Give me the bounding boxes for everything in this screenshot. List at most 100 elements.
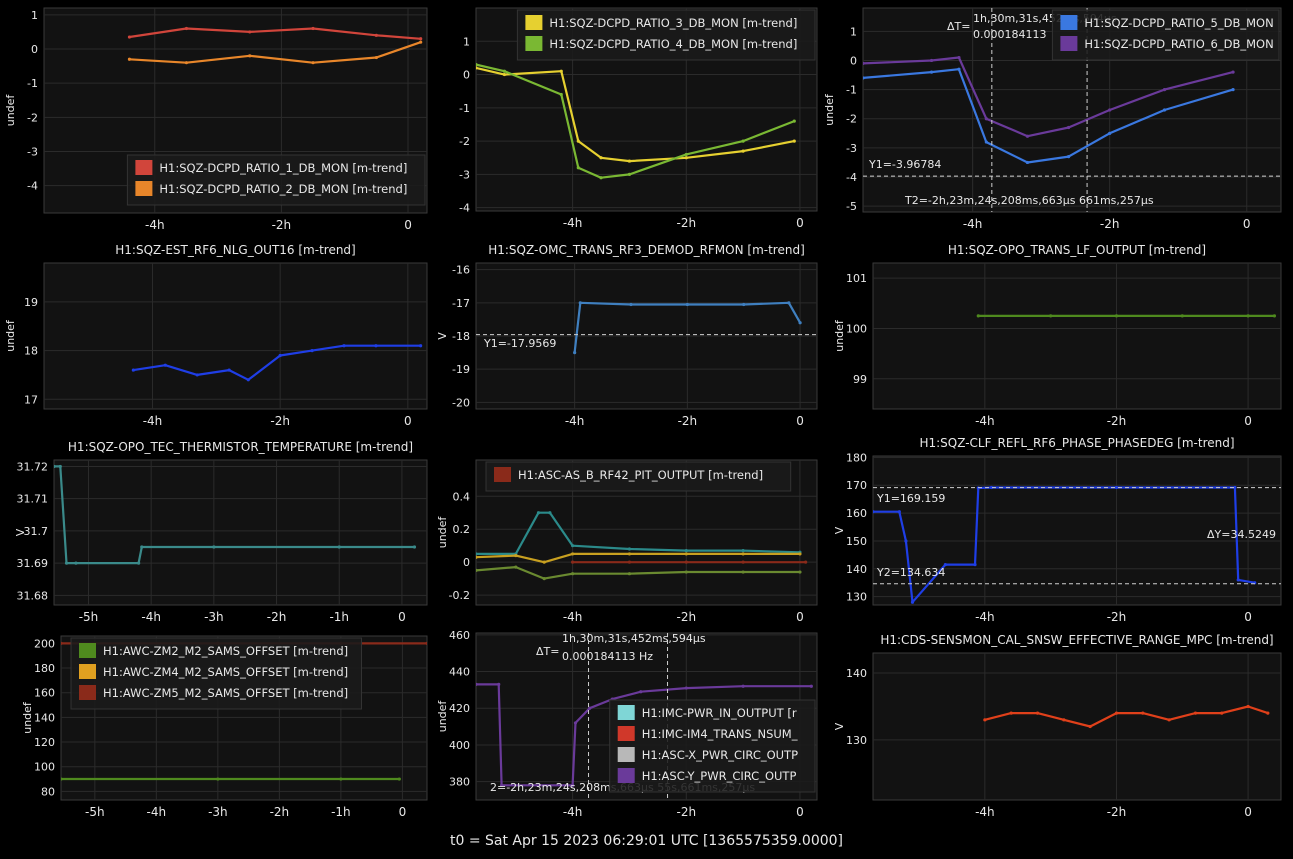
legend-label: H1:SQZ-DCPD_RATIO_4_DB_MON [m-trend] — [549, 37, 797, 51]
cursor-annotation: T2=-2h,23m,24s,208ms,663µs 661ms,257µs — [904, 194, 1154, 207]
x-tick-label: -2h — [270, 414, 290, 428]
x-tick-label: 0 — [1244, 610, 1252, 624]
data-point — [246, 378, 250, 382]
x-tick-label: 0 — [399, 805, 407, 819]
data-point — [476, 555, 478, 559]
data-point — [127, 57, 132, 61]
y-tick-label: 0.4 — [453, 490, 471, 503]
cursor-annotation: ΔY=34.5249 — [1207, 528, 1276, 541]
y-tick-label: -4 — [459, 202, 470, 215]
y-tick-label: 400 — [449, 739, 470, 752]
legend-label: H1:SQZ-DCPD_RATIO_3_DB_MON [m-trend] — [549, 16, 797, 30]
series-group — [476, 62, 796, 180]
data-point — [904, 539, 908, 543]
y-tick-label: -20 — [452, 396, 470, 409]
data-point — [684, 156, 688, 160]
series-line-1 — [129, 27, 421, 40]
legend-swatch — [525, 15, 543, 30]
data-point — [419, 40, 423, 44]
data-point — [1246, 704, 1250, 709]
y-tick-label: 0 — [463, 556, 470, 569]
legend-box — [1051, 9, 1280, 61]
plot-area[interactable] — [872, 455, 1282, 606]
data-point — [1062, 718, 1066, 722]
x-tick-label: -1h — [329, 610, 349, 624]
chart-title: H1:SQZ-CLF_REFL_RF6_PHASE_PHASEDEG [m-tr… — [919, 436, 1234, 450]
data-point — [163, 363, 167, 367]
plot-area[interactable] — [872, 652, 1282, 801]
series-line-1 — [984, 705, 1269, 728]
y-axis-label: undef — [4, 94, 17, 127]
y-tick-label: 0 — [850, 54, 857, 67]
series-line-2 — [129, 41, 422, 64]
data-point — [412, 545, 417, 549]
data-point — [685, 302, 689, 307]
plot-area[interactable] — [53, 459, 428, 606]
data-point — [476, 568, 478, 572]
x-tick-label: -3h — [204, 610, 224, 624]
x-tick-label: -4h — [975, 414, 995, 428]
y-axis-label: undef — [4, 319, 17, 352]
x-tick-label: 0 — [796, 414, 804, 428]
data-point — [984, 140, 988, 144]
data-point — [374, 344, 378, 348]
data-point — [573, 721, 578, 725]
data-point — [741, 684, 745, 688]
x-tick-label: -5h — [85, 805, 105, 819]
y-tick-label: 17 — [24, 393, 38, 406]
legend: H1:AWC-ZM2_M2_SAMS_OFFSET [m-trend] H1:AW… — [70, 637, 362, 710]
data-point — [742, 302, 746, 307]
series-group — [54, 464, 417, 565]
series-group — [863, 55, 1235, 165]
data-point — [1266, 711, 1270, 715]
y-tick-label: -5 — [846, 200, 857, 213]
legend-swatch — [617, 747, 635, 762]
cursor-annotation: 0.000184113 Hz — [562, 650, 653, 663]
chart-3: 10-1-2-3-4-5-4h -2h 0undefΔT=1h,30m,31s,45… — [823, 7, 1282, 231]
data-point — [684, 570, 688, 574]
data-point — [559, 92, 563, 97]
data-point — [337, 545, 341, 549]
chart-7: 31.72 31.71 31.7 31.69 31.68 -5h -4h -3h -2h -1h 0… — [14, 440, 428, 624]
y-tick-label: 80 — [41, 785, 55, 798]
legend-label: H1:SQZ-DCPD_RATIO_6_DB_MON — [1084, 37, 1273, 51]
x-tick-label: -4h — [141, 610, 161, 624]
data-point — [61, 641, 63, 645]
y-tick-label: 130 — [846, 734, 867, 747]
y-tick-label: 440 — [449, 666, 470, 679]
x-tick-label: 0 — [1244, 414, 1252, 428]
data-point — [476, 552, 478, 556]
y-tick-label: 101 — [846, 272, 867, 285]
y-tick-label: 420 — [449, 702, 470, 715]
legend-swatch — [494, 467, 511, 482]
data-point — [798, 570, 802, 574]
data-point — [397, 777, 401, 781]
x-tick-label: -3h — [208, 805, 228, 819]
data-point — [639, 690, 643, 694]
x-tick-label: 0 — [404, 218, 412, 232]
legend-label: H1:AWC-ZM5_M2_SAMS_OFFSET [m-trend] — [103, 686, 348, 700]
data-point — [1108, 108, 1112, 112]
legend-label: H1:AWC-ZM4_M2_SAMS_OFFSET [m-trend] — [103, 665, 348, 679]
data-point — [684, 152, 688, 157]
data-point — [1025, 134, 1030, 138]
data-point — [425, 641, 427, 645]
plot-area[interactable] — [872, 262, 1282, 410]
data-point — [61, 777, 63, 781]
data-point — [973, 563, 977, 567]
x-tick-label: -2h — [1107, 610, 1127, 624]
data-point — [741, 549, 745, 553]
legend-swatch — [79, 664, 96, 679]
data-point — [1141, 711, 1145, 715]
y-tick-label: 170 — [846, 479, 867, 492]
data-point — [792, 139, 796, 143]
plot-area[interactable] — [43, 262, 428, 410]
data-point — [476, 62, 478, 67]
y-tick-label: 0 — [31, 43, 38, 56]
data-point — [1246, 314, 1250, 318]
y-axis-label: V — [436, 332, 449, 340]
data-point — [1272, 314, 1277, 318]
y-tick-label: 99 — [853, 373, 867, 386]
y-axis-label: V — [14, 528, 27, 536]
